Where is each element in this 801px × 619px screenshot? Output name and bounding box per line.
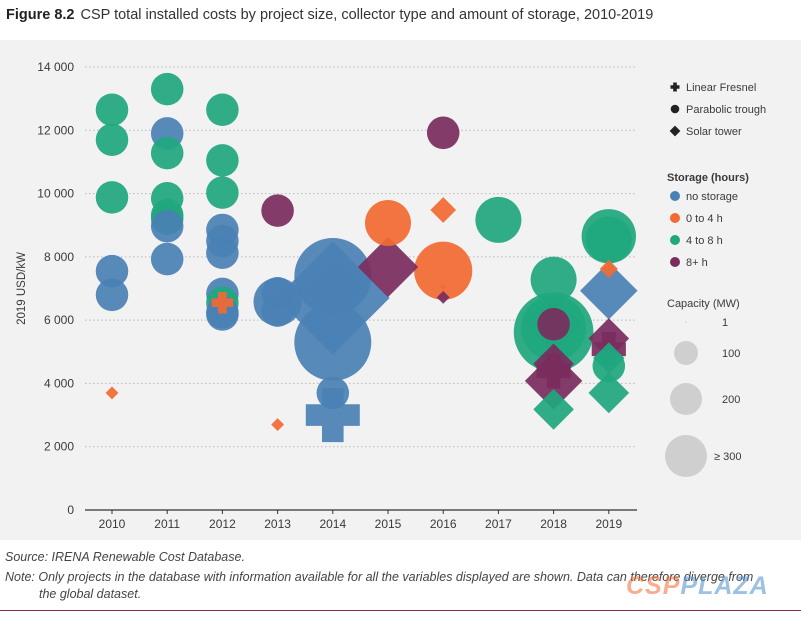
- data-point: [430, 197, 457, 223]
- legend-circle-icon: [670, 104, 680, 114]
- data-point: [316, 376, 350, 410]
- legend-capacity-title: Capacity (MW): [667, 298, 740, 310]
- data-point: [426, 116, 460, 150]
- data-point: [357, 236, 419, 298]
- y-tick-label: 12 000: [37, 123, 74, 137]
- legend-storage-label: 8+ h: [686, 257, 708, 269]
- legend-capacity-label: 100: [722, 348, 740, 360]
- data-point: [150, 136, 184, 170]
- bottom-rule: [0, 610, 801, 611]
- y-tick-label: 4 000: [44, 376, 74, 390]
- legend-capacity-circle: [674, 341, 698, 365]
- legend-storage-swatch: [670, 257, 680, 267]
- legend-plus-icon: [670, 82, 680, 92]
- data-note-line2: the global dataset.: [39, 587, 142, 601]
- watermark-part1: CSP: [626, 572, 681, 600]
- data-point: [150, 242, 184, 276]
- data-note: Note: Only projects in the database with…: [5, 569, 795, 603]
- x-tick-label: 2012: [209, 517, 236, 531]
- legend-storage-label: no storage: [686, 191, 738, 203]
- data-point: [599, 259, 618, 278]
- data-point: [304, 260, 362, 318]
- x-tick-label: 2018: [540, 517, 567, 531]
- watermark-part2: PLAZA: [680, 572, 769, 600]
- legend-capacity-label: 200: [722, 394, 740, 406]
- data-point: [95, 93, 129, 126]
- y-tick-label: 10 000: [37, 187, 74, 201]
- legend-type-label: Solar tower: [686, 126, 742, 138]
- data-point: [261, 294, 294, 327]
- data-point: [536, 354, 571, 389]
- scatter-chart: 0 2 000 4 000 6 000 8 000 10 000 12 000 14 000 2…: [16, 60, 766, 531]
- y-tick-label: 8 000: [44, 250, 74, 264]
- data-point: [105, 386, 119, 400]
- data-point: [537, 307, 570, 341]
- data-point: [95, 278, 129, 312]
- x-tick-label: 2011: [154, 517, 180, 531]
- data-point: [414, 241, 473, 300]
- data-point: [533, 389, 574, 430]
- x-tick-label: 2019: [595, 517, 622, 531]
- legend-storage-swatch: [670, 191, 680, 201]
- figure-title: Figure 8.2 CSP total installed costs by p…: [6, 7, 653, 23]
- watermark-logo: CSPPLAZA: [626, 572, 769, 601]
- y-tick-label: 14 000: [37, 60, 74, 74]
- x-tick-label: 2013: [264, 517, 291, 531]
- data-point: [261, 194, 294, 227]
- data-point: [585, 216, 632, 263]
- data-point: [580, 261, 638, 320]
- data-note-line1: Note: Only projects in the database with…: [5, 570, 754, 584]
- legend-type-label: Parabolic trough: [686, 104, 766, 116]
- data-point: [150, 209, 184, 243]
- legend-type-label: Linear Fresnel: [686, 82, 756, 94]
- x-tick-label: 2014: [319, 517, 346, 531]
- x-tick-label: 2010: [99, 517, 126, 531]
- legend-capacity-label: ≥ 300: [714, 451, 741, 463]
- legend-diamond-icon: [669, 125, 681, 137]
- data-point: [150, 72, 184, 106]
- legend-capacity-circle: [665, 435, 707, 477]
- legend-storage-title: Storage (hours): [667, 172, 749, 184]
- data-point: [211, 291, 234, 314]
- y-tick-label: 0: [67, 503, 74, 517]
- data-point: [475, 196, 522, 243]
- data-point: [365, 199, 411, 246]
- legend-capacity-circle: [670, 383, 702, 415]
- data-point: [588, 372, 630, 414]
- legend-capacity-label: 1: [722, 317, 728, 329]
- y-axis-title: 2019 USD/kW: [16, 252, 28, 325]
- data-point: [95, 254, 129, 288]
- data-point: [271, 418, 285, 431]
- data-point: [305, 388, 360, 443]
- data-point: [95, 181, 129, 214]
- source-note: Source: IRENA Renewable Cost Database.: [5, 550, 245, 564]
- data-point: [440, 284, 447, 290]
- figure-title-text: CSP total installed costs by project siz…: [80, 7, 654, 23]
- legend-capacity-circle: [685, 321, 687, 323]
- legend-storage-swatch: [670, 213, 680, 223]
- legend-storage-swatch: [670, 235, 680, 245]
- x-tick-label: 2015: [375, 517, 402, 531]
- x-tick-label: 2017: [485, 517, 512, 531]
- data-point: [593, 342, 625, 374]
- data-point: [436, 290, 450, 304]
- figure-label: Figure 8.2: [6, 7, 75, 23]
- data-point: [294, 303, 372, 381]
- data-point: [206, 93, 239, 126]
- data-point: [206, 236, 239, 270]
- legend-storage-label: 4 to 8 h: [686, 235, 723, 247]
- y-tick-label: 6 000: [44, 313, 74, 327]
- data-point: [530, 256, 577, 303]
- legend-storage-label: 0 to 4 h: [686, 213, 723, 225]
- data-point: [206, 176, 239, 209]
- y-tick-label: 2 000: [44, 440, 74, 454]
- data-point: [95, 123, 129, 157]
- data-point: [206, 144, 239, 177]
- x-tick-label: 2016: [430, 517, 457, 531]
